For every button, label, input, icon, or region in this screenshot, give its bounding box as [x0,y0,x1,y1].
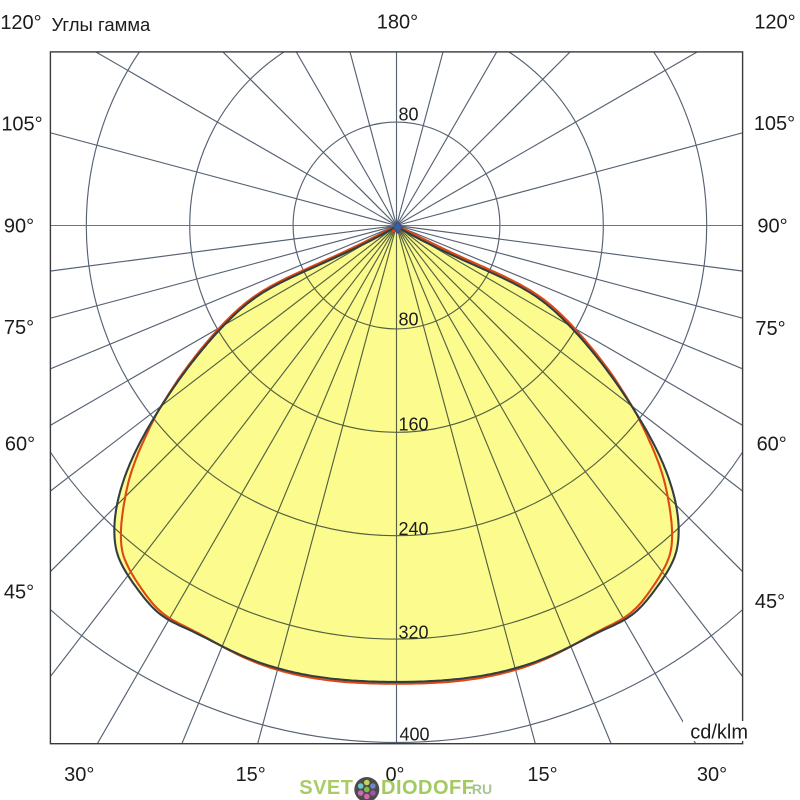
svg-text:cd/klm: cd/klm [690,722,748,744]
svg-text:75°: 75° [755,318,785,340]
svg-text:30°: 30° [64,764,94,786]
svg-text:30°: 30° [697,764,727,786]
svg-text:120°: 120° [0,12,41,34]
svg-text:60°: 60° [757,434,787,456]
svg-text:90°: 90° [4,216,34,238]
svg-text:45°: 45° [755,591,785,613]
svg-text:160: 160 [399,414,429,434]
svg-text:.RU: .RU [468,781,492,797]
svg-text:15°: 15° [527,764,557,786]
svg-text:320: 320 [399,623,429,643]
svg-text:0°: 0° [385,764,404,786]
svg-text:180°: 180° [377,12,418,34]
svg-text:80: 80 [399,105,419,125]
svg-text:105°: 105° [754,113,795,135]
svg-text:DIODOFF: DIODOFF [381,777,475,799]
svg-text:Углы гамма: Углы гамма [52,14,152,35]
svg-text:60°: 60° [5,434,35,456]
svg-text:75°: 75° [4,317,34,339]
svg-text:15°: 15° [236,764,266,786]
svg-text:105°: 105° [1,114,42,136]
svg-text:SVET: SVET [299,777,353,799]
svg-text:400: 400 [400,725,430,745]
svg-text:240: 240 [399,519,429,539]
svg-text:45°: 45° [4,581,34,603]
svg-text:90°: 90° [757,216,787,238]
svg-text:120°: 120° [754,12,795,34]
svg-text:80: 80 [399,310,419,330]
